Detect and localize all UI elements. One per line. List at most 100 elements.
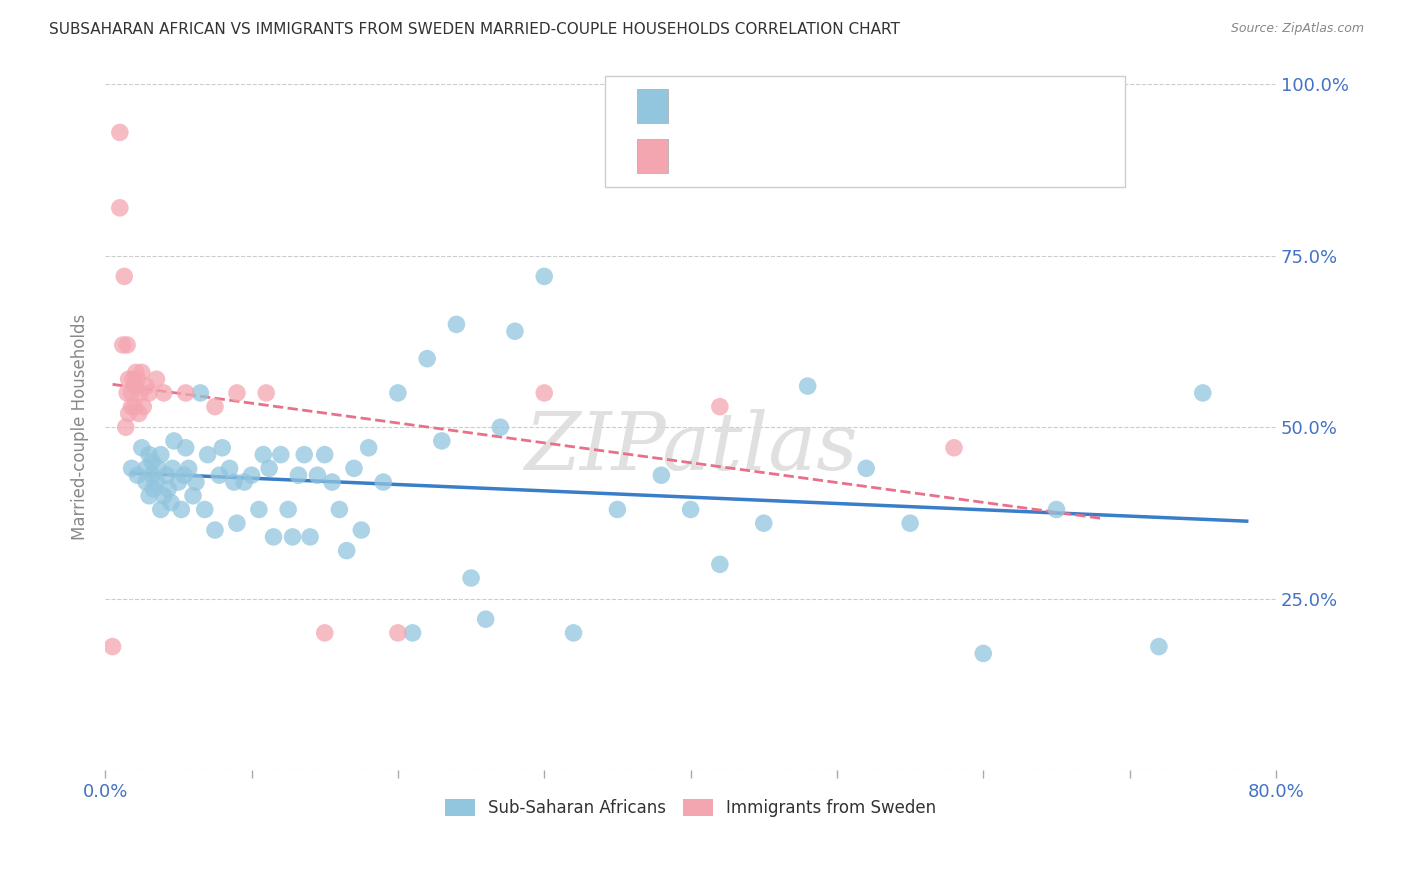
Point (188, 386, 211, 401)
Point (503, 324, 526, 338)
Point (160, 495, 183, 509)
Point (121, 461, 143, 475)
Point (129, 386, 152, 401)
Point (281, 530, 304, 544)
Point (114, 420, 136, 434)
Point (117, 407, 139, 421)
Point (401, 626, 423, 640)
Point (650, 468, 672, 483)
Point (162, 461, 184, 475)
Point (489, 420, 512, 434)
Point (373, 475, 395, 489)
Text: SUBSAHARAN AFRICAN VS IMMIGRANTS FROM SWEDEN MARRIED-COUPLE HOUSEHOLDS CORRELATI: SUBSAHARAN AFRICAN VS IMMIGRANTS FROM SW… (49, 22, 900, 37)
Point (115, 386, 138, 401)
Point (533, 386, 555, 401)
Point (112, 269, 135, 284)
Point (141, 454, 163, 468)
Text: R =  -0.143   N = 80: R = -0.143 N = 80 (685, 97, 868, 115)
Point (533, 269, 555, 284)
Point (287, 468, 309, 483)
Point (226, 386, 249, 401)
Point (218, 461, 240, 475)
Point (709, 558, 731, 572)
Point (101, 640, 124, 654)
Point (135, 379, 157, 393)
Point (138, 448, 160, 462)
Point (257, 461, 280, 475)
Point (125, 365, 148, 379)
Point (117, 372, 139, 386)
Point (204, 400, 226, 414)
Point (135, 461, 157, 475)
Text: Source: ZipAtlas.com: Source: ZipAtlas.com (1230, 22, 1364, 36)
Point (141, 468, 163, 483)
Point (124, 400, 146, 414)
Point (709, 400, 731, 414)
Point (127, 372, 149, 386)
Point (156, 468, 179, 483)
Point (855, 461, 877, 475)
Point (328, 502, 350, 516)
Text: R =  -0.047   N = 34: R = -0.047 N = 34 (685, 146, 868, 165)
Point (299, 530, 322, 544)
Point (152, 386, 174, 401)
Point (562, 626, 585, 640)
Point (122, 372, 145, 386)
Point (270, 448, 292, 462)
Point (943, 441, 966, 455)
Point (277, 502, 299, 516)
Point (292, 448, 315, 462)
Point (170, 502, 193, 516)
Point (135, 475, 157, 489)
Point (211, 441, 233, 455)
Point (233, 475, 256, 489)
Point (972, 647, 994, 661)
Point (247, 502, 270, 516)
Point (357, 441, 380, 455)
Point (181, 489, 204, 503)
Point (145, 372, 167, 386)
Point (240, 468, 263, 483)
Point (173, 468, 195, 483)
Point (163, 434, 186, 448)
Point (197, 448, 219, 462)
Point (174, 441, 197, 455)
Point (115, 338, 138, 352)
Point (474, 612, 496, 626)
Point (121, 386, 143, 401)
Point (174, 386, 197, 401)
Point (226, 516, 249, 531)
Point (796, 379, 818, 393)
Point (146, 461, 169, 475)
Point (263, 530, 285, 544)
Point (254, 386, 277, 401)
Point (128, 407, 150, 421)
Point (350, 523, 373, 537)
Point (387, 386, 409, 401)
Point (430, 434, 453, 448)
Point (752, 516, 775, 531)
Point (131, 441, 153, 455)
Point (1191, 386, 1213, 401)
Point (138, 489, 160, 503)
Legend: Sub-Saharan Africans, Immigrants from Sweden: Sub-Saharan Africans, Immigrants from Sw… (439, 792, 943, 823)
Text: ZIPatlas: ZIPatlas (524, 409, 858, 486)
Point (177, 461, 200, 475)
Point (208, 468, 231, 483)
Point (343, 461, 366, 475)
Point (111, 338, 134, 352)
Point (127, 468, 149, 483)
Point (157, 482, 180, 496)
Point (184, 475, 207, 489)
Point (321, 475, 343, 489)
Point (145, 475, 167, 489)
Point (138, 386, 160, 401)
Point (108, 125, 131, 139)
Point (307, 468, 329, 483)
Point (152, 489, 174, 503)
Point (194, 502, 217, 516)
Point (124, 379, 146, 393)
Point (252, 448, 274, 462)
Point (132, 400, 155, 414)
Point (149, 502, 172, 516)
